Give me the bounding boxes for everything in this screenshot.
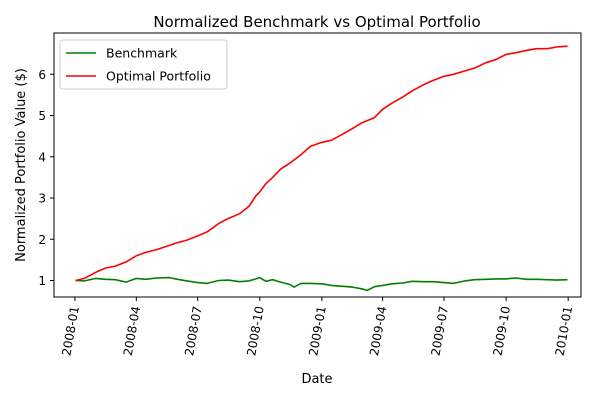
y-tick-label: 5 [38, 109, 46, 123]
y-tick-label: 1 [38, 274, 46, 288]
y-tick-label: 4 [38, 150, 46, 164]
x-tick-label: 2008-01 [59, 305, 81, 357]
x-tick-label: 2009-01 [306, 305, 328, 357]
x-axis-label: Date [301, 372, 332, 387]
x-tick-label: 2010-01 [553, 305, 575, 357]
axis-ticks: 1 2 3 4 5 6 2008-01 2008-04 2008-07 2008-10 2009-0… [38, 68, 575, 357]
x-tick-label: 2008-10 [244, 305, 266, 357]
chart-title: Normalized Benchmark vs Optimal Portfoli… [153, 13, 480, 31]
series-line-benchmark [75, 276, 568, 292]
y-tick-label: 6 [38, 68, 46, 82]
x-tick-label: 2008-07 [182, 305, 204, 357]
plot-frame [53, 32, 582, 298]
series-layer [75, 45, 568, 292]
y-tick-label: 3 [38, 192, 46, 206]
series-line-optimal-portfolio [75, 45, 568, 282]
legend-label-benchmark: Benchmark [106, 46, 178, 61]
x-tick-label: 2008-04 [121, 305, 143, 357]
x-tick-label: 2009-07 [428, 305, 450, 357]
x-tick-label: 2009-10 [491, 305, 513, 357]
legend-label-optimal-portfolio: Optimal Portfolio [106, 69, 211, 84]
x-tick-label: 2009-04 [367, 305, 389, 357]
y-axis-label: Normalized Portfolio Value ($) [14, 68, 29, 262]
y-tick-label: 2 [38, 233, 46, 247]
legend: Benchmark Optimal Portfolio [59, 39, 228, 90]
legend-box [59, 39, 228, 90]
